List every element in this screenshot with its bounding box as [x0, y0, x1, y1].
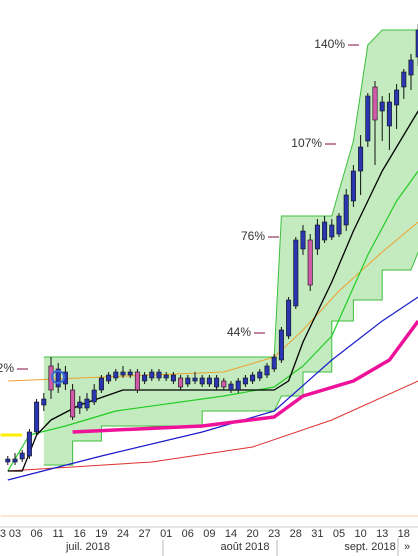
candle-body — [386, 101, 392, 127]
candle-body — [70, 389, 76, 418]
candle-body — [206, 377, 212, 385]
candle-body — [235, 380, 241, 391]
candle-body — [278, 329, 284, 361]
candle-body — [178, 377, 184, 388]
x-tick-label: 06 — [182, 528, 194, 540]
x-tick-label: 19 — [95, 528, 107, 540]
x-tick-label: 28 — [290, 528, 302, 540]
candle-body — [228, 383, 234, 391]
plot-area — [0, 24, 418, 517]
candle-body — [98, 377, 104, 391]
candle-body — [329, 224, 335, 238]
channel-upper — [43, 29, 418, 358]
x-tick-label: 31 — [311, 528, 323, 540]
candle-body — [401, 71, 407, 88]
candle-body — [113, 371, 119, 379]
candle-body — [185, 377, 191, 385]
candle-body — [365, 95, 371, 142]
x-tick-label: 09 — [203, 528, 215, 540]
x-tick-label: 16 — [74, 528, 86, 540]
channel-lower — [43, 251, 418, 466]
candle-body — [199, 377, 205, 385]
indicator-line — [7, 170, 418, 472]
candle-body — [408, 59, 414, 76]
candle-body — [19, 452, 25, 460]
candle-body — [358, 146, 364, 172]
candle-body — [314, 224, 320, 250]
candle-body — [41, 398, 47, 406]
x-tick-label: 3 — [0, 528, 6, 540]
candle-body — [221, 380, 227, 388]
candle-body — [106, 374, 112, 382]
month-label: août 2018 — [221, 541, 270, 553]
annotation-label: 44% — [227, 325, 251, 339]
x-tick-label: 27 — [138, 528, 150, 540]
month-label: juil. 2018 — [65, 541, 110, 553]
candle-body — [149, 371, 155, 379]
candle-body — [127, 371, 133, 376]
candle-body — [242, 377, 248, 385]
candle-body — [379, 101, 385, 112]
marker-circle — [51, 370, 65, 384]
x-tick-label: 10 — [354, 528, 366, 540]
candle-body — [48, 365, 54, 391]
candle-body — [271, 356, 277, 370]
candle-body — [250, 374, 256, 382]
next-button[interactable]: » — [404, 541, 410, 553]
candle-body — [322, 221, 328, 241]
candle-body — [12, 458, 18, 463]
x-tick-label: 23 — [268, 528, 280, 540]
indicator-line — [7, 221, 418, 382]
month-label: sept. 2018 — [344, 541, 395, 553]
x-tick-label: 14 — [225, 528, 237, 540]
candle-body — [257, 371, 263, 379]
candle-body — [300, 230, 306, 250]
annotation-label: 76% — [241, 229, 265, 243]
x-tick-label: 18 — [398, 528, 410, 540]
indicator-line — [7, 296, 418, 481]
candle-body — [372, 86, 378, 121]
candle-body — [286, 299, 292, 337]
x-tick-label: 11 — [52, 528, 63, 540]
candle-body — [336, 215, 342, 235]
candle-body — [394, 89, 400, 106]
candle-body — [264, 365, 270, 376]
candle-body — [134, 371, 140, 391]
candle-body — [293, 239, 299, 307]
candle-body — [163, 374, 169, 379]
indicator-line — [7, 380, 418, 472]
x-tick-label: 03 — [9, 528, 21, 540]
x-tick-label: 24 — [117, 528, 129, 540]
x-tick-label: 13 — [376, 528, 388, 540]
candle-body — [170, 374, 176, 382]
candle-body — [84, 398, 90, 409]
candle-body — [55, 368, 61, 388]
x-tick-label: 20 — [246, 528, 258, 540]
candle-body — [415, 29, 418, 58]
x-tick-label: 01 — [160, 528, 172, 540]
candle-body — [5, 458, 11, 463]
candle-body — [77, 401, 83, 409]
channel-area — [43, 30, 418, 465]
annotation-label: 140% — [314, 37, 345, 51]
candle-body — [120, 371, 126, 376]
candle-body — [91, 389, 97, 403]
candle-body — [156, 371, 162, 379]
candle-body — [307, 239, 313, 286]
candle-body — [142, 374, 148, 382]
candle-body — [350, 170, 356, 202]
indicator-line — [72, 319, 418, 434]
candle-body — [343, 194, 349, 226]
x-tick-label: 05 — [333, 528, 345, 540]
annotation-label: 32% — [0, 361, 14, 375]
candle-body — [26, 431, 32, 457]
annotation-label: 107% — [291, 136, 322, 150]
candle-body — [214, 377, 220, 388]
candle-body — [192, 377, 198, 382]
x-tick-label: 06 — [30, 528, 42, 540]
candle-body — [34, 401, 40, 433]
